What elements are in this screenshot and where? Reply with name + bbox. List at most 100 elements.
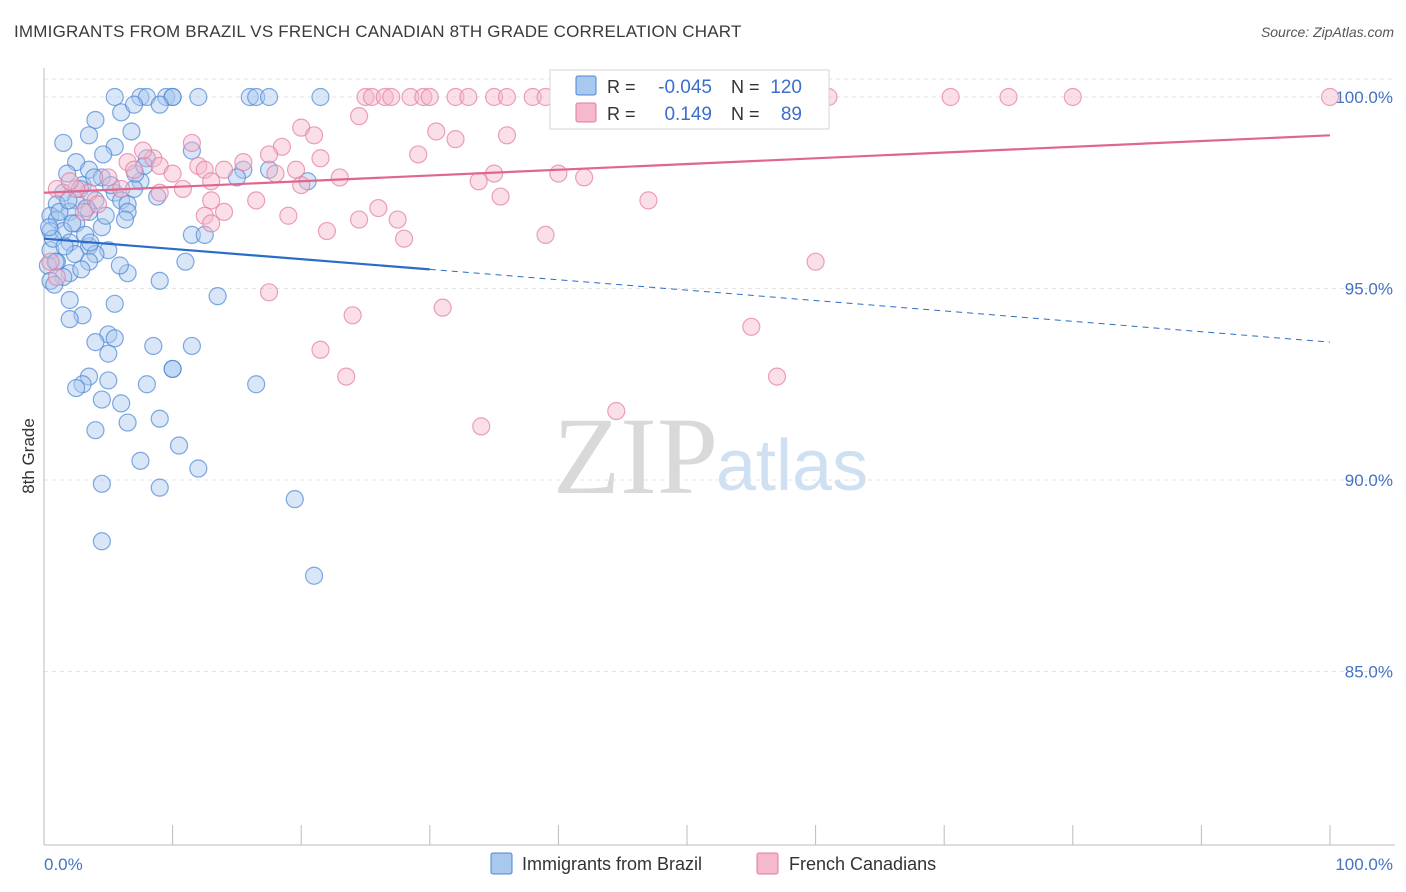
brazil-point [182,336,201,356]
brazil-point [54,133,73,153]
brazil-point [92,218,111,237]
brazil-point [110,256,129,275]
brazil-point [189,87,208,107]
french-point [356,87,375,107]
french-point [41,252,60,271]
french-point [420,87,439,107]
french-point [163,164,182,183]
brazil-point [105,294,124,313]
french-point [497,126,517,145]
french-point [304,126,324,145]
stats-legend-box: R = -0.045 N = 120 R = 0.149 N = 89 [549,69,830,130]
french-point [124,160,144,179]
french-point [133,141,153,160]
french-point [99,168,118,187]
brazil-point [67,378,86,398]
y-axis-label: 8th Grade [19,418,38,494]
french-point [74,202,93,221]
brazil-point [311,87,330,107]
brazil-point [115,210,135,229]
french-point [369,198,388,218]
brazil-trend-extension [429,268,1331,343]
french-point [88,195,108,214]
stats-brazil-swatch [575,75,597,96]
brazil-point [46,252,65,271]
french-point [1320,87,1340,107]
stats-brazil-n-value: 120 [770,77,802,98]
french-point [349,107,369,126]
stats-brazil-n-label: N = [731,77,760,97]
brazil-point [79,252,99,271]
french-point [259,145,279,164]
french-point [1063,87,1082,107]
brazil-point [70,179,90,199]
brazil-point [60,290,79,310]
french-point [362,87,382,107]
brazil-point [131,451,150,470]
brazil-point [137,375,156,394]
brazil-point [86,333,105,352]
brazil-point [79,126,99,145]
legend-french-label: French Canadians [789,854,936,874]
brazil-point [208,287,227,306]
brazil-point [144,336,163,356]
brazil-point [247,375,266,394]
french-point [446,87,465,107]
brazil-point [92,474,111,493]
french-point [607,401,626,421]
x-tick-labels: 0.0% 100.0% [44,855,1393,874]
french-point [806,252,825,271]
french-point [292,175,311,195]
french-point [247,191,266,210]
stats-brazil-r-label: R = [607,77,636,97]
x-tick-label: 100.0% [1335,855,1393,874]
brazil-point [150,95,169,114]
french-trend-line [43,134,1331,194]
brazil-point [189,459,208,478]
y-tick-label: 85.0% [1345,663,1393,682]
french-point [409,145,428,164]
brazil-point [124,95,144,114]
french-point [349,210,369,229]
french-point [575,168,594,187]
brazil-point [150,271,169,290]
french-point [60,172,79,191]
french-point [202,172,221,191]
y-tick-labels: 100.0% 95.0% 90.0% 85.0% [1335,88,1393,682]
french-point [536,225,555,244]
stats-french-n-label: N = [731,104,760,124]
french-point [214,202,234,221]
french-point [433,298,452,317]
stats-french-n-value: 89 [781,104,802,125]
watermark-atlas: atlas [716,426,868,506]
french-point [311,149,330,168]
french-point [234,153,253,172]
french-point [394,229,414,248]
french-point [523,87,542,107]
brazil-point [63,214,82,233]
french-point [414,87,433,107]
french-point [469,172,488,191]
brazil-point [99,371,118,390]
brazil-point [105,329,124,348]
french-point [330,168,349,187]
french-point [999,87,1018,107]
brazil-point [112,394,131,413]
source-label: Source: ZipAtlas.com [1260,24,1394,40]
french-point [202,214,221,233]
brazil-point [92,390,111,409]
brazil-point [182,141,201,160]
stats-french-swatch [575,102,597,123]
brazil-point [150,478,169,497]
french-point [941,87,960,107]
brazil-point [195,225,214,244]
french-point [446,130,465,149]
french-point [195,160,214,179]
french-point [497,87,517,107]
brazil-point [92,532,111,551]
french-point [214,160,234,179]
brazil-point [169,436,189,455]
series-brazil-points [38,87,330,585]
brazil-point [118,413,137,432]
